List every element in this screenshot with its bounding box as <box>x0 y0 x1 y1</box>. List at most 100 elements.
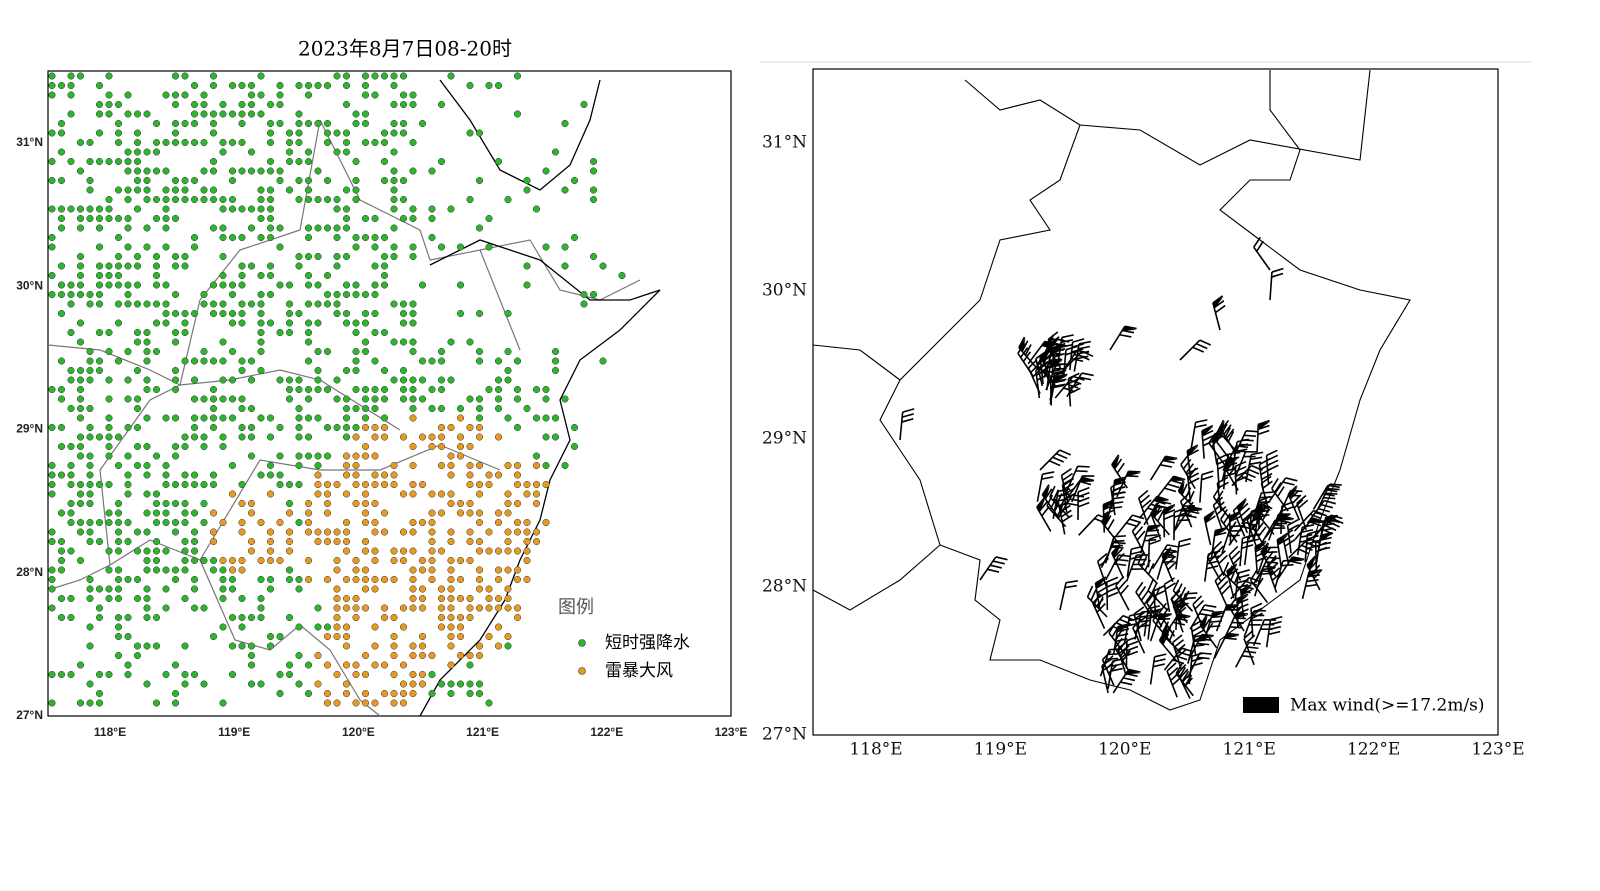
rain-dot <box>152 347 161 356</box>
gale-dot <box>504 632 512 641</box>
rain-dot <box>171 689 180 698</box>
rain-dot <box>143 442 151 451</box>
rain-dot <box>162 471 170 479</box>
rain-dot <box>295 252 303 261</box>
rain-dot <box>561 119 569 128</box>
rain-dot <box>276 243 284 251</box>
rain-dot <box>171 376 180 384</box>
wind-barb <box>1149 653 1167 685</box>
rain-dot <box>371 262 379 270</box>
rain-dot <box>124 537 132 546</box>
rain-dot <box>162 91 170 99</box>
rain-dot <box>200 433 208 441</box>
rain-dot <box>143 490 151 498</box>
rain-dot <box>162 186 170 194</box>
rain-dot <box>247 680 256 688</box>
rain-dot <box>57 290 66 299</box>
gale-dot <box>475 480 484 489</box>
rain-dot <box>276 423 284 432</box>
wind-barb <box>1177 480 1199 512</box>
gale-dot <box>532 480 541 489</box>
gale-dot <box>456 414 465 422</box>
rain-dot <box>124 148 132 156</box>
rain-dot <box>437 376 446 384</box>
gale-dot <box>437 547 446 555</box>
gale-dot <box>333 699 341 707</box>
rain-dot <box>219 433 227 441</box>
gale-dot <box>409 518 417 527</box>
rain-dot <box>171 195 180 204</box>
rain-dot <box>247 300 256 308</box>
rain-dot <box>143 347 151 356</box>
wind-flag <box>1258 421 1270 431</box>
rain-dot <box>105 480 113 489</box>
rain-dot <box>228 81 237 90</box>
wind-flag <box>1151 503 1158 519</box>
rain-dot <box>76 499 85 508</box>
rain-dot <box>133 642 142 650</box>
rain-dot <box>162 138 170 147</box>
rain-dot <box>475 347 484 356</box>
rain-dot <box>105 509 113 517</box>
wind-barb <box>1111 454 1128 489</box>
wind-flag <box>1224 633 1239 639</box>
wind-barb <box>1107 657 1125 689</box>
gale-dot <box>409 680 417 688</box>
wind-barb <box>1156 551 1178 580</box>
rain-dot <box>133 157 142 166</box>
rain-dot <box>152 195 161 204</box>
gale-dot <box>485 632 493 641</box>
rain-dot <box>390 252 398 261</box>
rain-dot <box>428 214 436 223</box>
gale-dot <box>352 604 360 612</box>
rain-dot <box>95 81 104 90</box>
wind-barb <box>1281 529 1296 565</box>
rain-dot <box>114 281 123 289</box>
rain-dot <box>409 309 417 318</box>
rain-dot <box>171 328 180 337</box>
gale-dot <box>342 623 351 631</box>
rain-dot <box>523 262 531 270</box>
rain-dot <box>342 414 351 422</box>
gale-dot <box>219 556 227 565</box>
wind-barb <box>1249 569 1269 604</box>
gale-dot <box>304 575 313 584</box>
rain-dot <box>105 328 113 337</box>
rain-dot <box>238 110 246 118</box>
rain-dot <box>314 347 322 356</box>
rain-dot <box>209 423 218 432</box>
rain-dot <box>380 414 389 422</box>
rain-dot <box>238 319 246 327</box>
gale-dot <box>485 585 493 593</box>
rain-dot <box>247 205 256 213</box>
rain-dot <box>133 300 142 308</box>
rain-dot <box>323 81 332 90</box>
rain-dot <box>57 176 66 185</box>
gale-dot <box>361 490 370 498</box>
rain-dot <box>409 300 417 308</box>
rain-dot <box>257 195 265 204</box>
gale-dot <box>371 623 379 631</box>
wind-barb <box>1212 486 1231 520</box>
rain-dot <box>285 319 294 327</box>
wind-barb <box>1101 650 1118 686</box>
rain-dot <box>456 404 465 413</box>
wind-barb <box>1125 635 1139 669</box>
gale-dot <box>447 594 455 603</box>
gale-dot <box>352 433 360 441</box>
rain-dot <box>114 157 123 166</box>
rain-dot <box>551 433 560 441</box>
rain-dot <box>323 385 332 394</box>
rain-dot <box>437 243 446 251</box>
gale-dot <box>371 452 379 460</box>
rain-dot <box>105 423 113 432</box>
rain-dot <box>551 357 560 365</box>
rain-dot <box>447 72 455 80</box>
rain-dot <box>257 214 265 223</box>
rain-dot <box>304 433 313 441</box>
gale-dot <box>304 556 313 565</box>
wind-barb <box>1102 614 1135 637</box>
gale-dot <box>447 556 455 565</box>
rain-dot <box>57 594 66 603</box>
gale-dot <box>494 547 503 555</box>
